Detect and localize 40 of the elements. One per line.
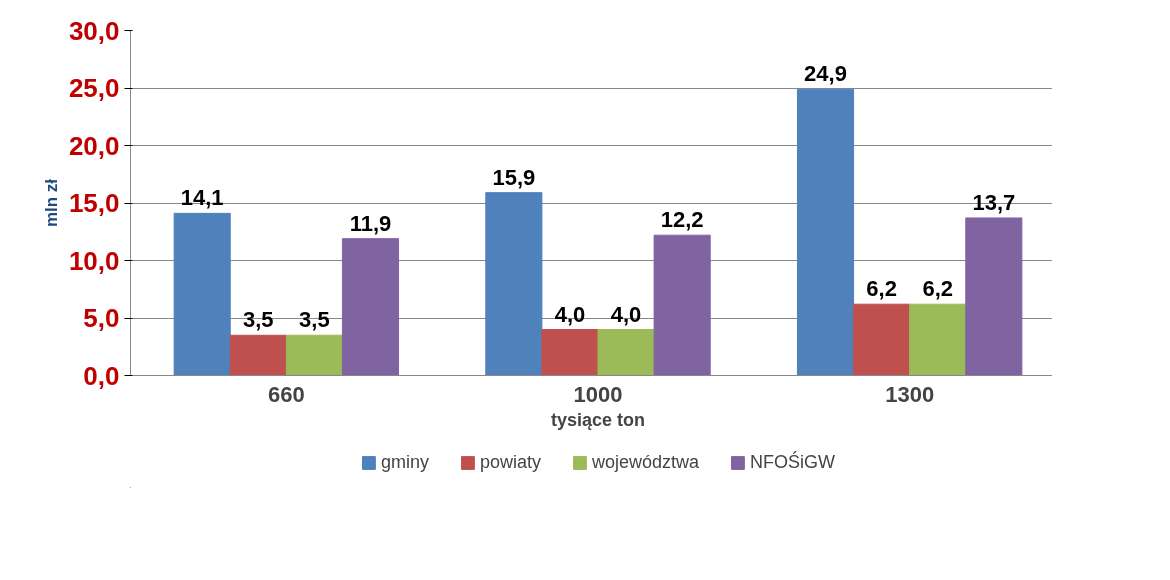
data-label: 14,1 xyxy=(180,185,224,211)
bar xyxy=(853,303,911,376)
data-label: 12,2 xyxy=(660,207,704,233)
x-tick-label: 1000 xyxy=(573,381,623,407)
bar xyxy=(229,334,287,376)
y-tick-label: 0,0 xyxy=(83,360,120,391)
data-label: 4,0 xyxy=(610,301,642,327)
legend-label: NFOŚiGW xyxy=(750,451,836,473)
y-tick-label: 10,0 xyxy=(68,245,120,276)
data-label: 4,0 xyxy=(554,301,586,327)
data-label: 3,5 xyxy=(242,307,274,333)
data-label: 15,9 xyxy=(492,164,536,190)
legend-label: gminy xyxy=(380,451,429,473)
data-label: 11,9 xyxy=(349,210,392,236)
data-label: 13,7 xyxy=(972,189,1016,215)
bar xyxy=(485,192,543,376)
data-label: 6,2 xyxy=(922,276,954,302)
bar xyxy=(796,88,855,376)
bar xyxy=(597,329,655,376)
bar xyxy=(909,303,967,376)
y-tick-label: 30,0 xyxy=(68,15,120,46)
bar xyxy=(653,234,711,376)
bar xyxy=(341,238,400,376)
data-label: 3,5 xyxy=(299,307,330,333)
bar xyxy=(541,329,599,376)
y-axis-title: mln zł xyxy=(41,178,61,228)
y-tick-label: 5,0 xyxy=(83,303,120,333)
bar xyxy=(285,334,343,376)
bar xyxy=(965,217,1023,376)
legend-label: powiaty xyxy=(479,451,541,473)
x-tick-label: 660 xyxy=(267,381,305,407)
y-tick-label: 15,0 xyxy=(68,188,120,218)
x-axis-title: tysiące ton xyxy=(550,409,646,430)
data-label: 24,9 xyxy=(804,61,847,87)
legend-label: województwa xyxy=(591,451,700,473)
y-tick-label: 25,0 xyxy=(68,73,120,103)
bar xyxy=(173,212,231,376)
x-tick-label: 1300 xyxy=(885,381,935,407)
y-tick-label: 20,0 xyxy=(68,130,120,161)
data-label: 6,2 xyxy=(866,276,897,302)
